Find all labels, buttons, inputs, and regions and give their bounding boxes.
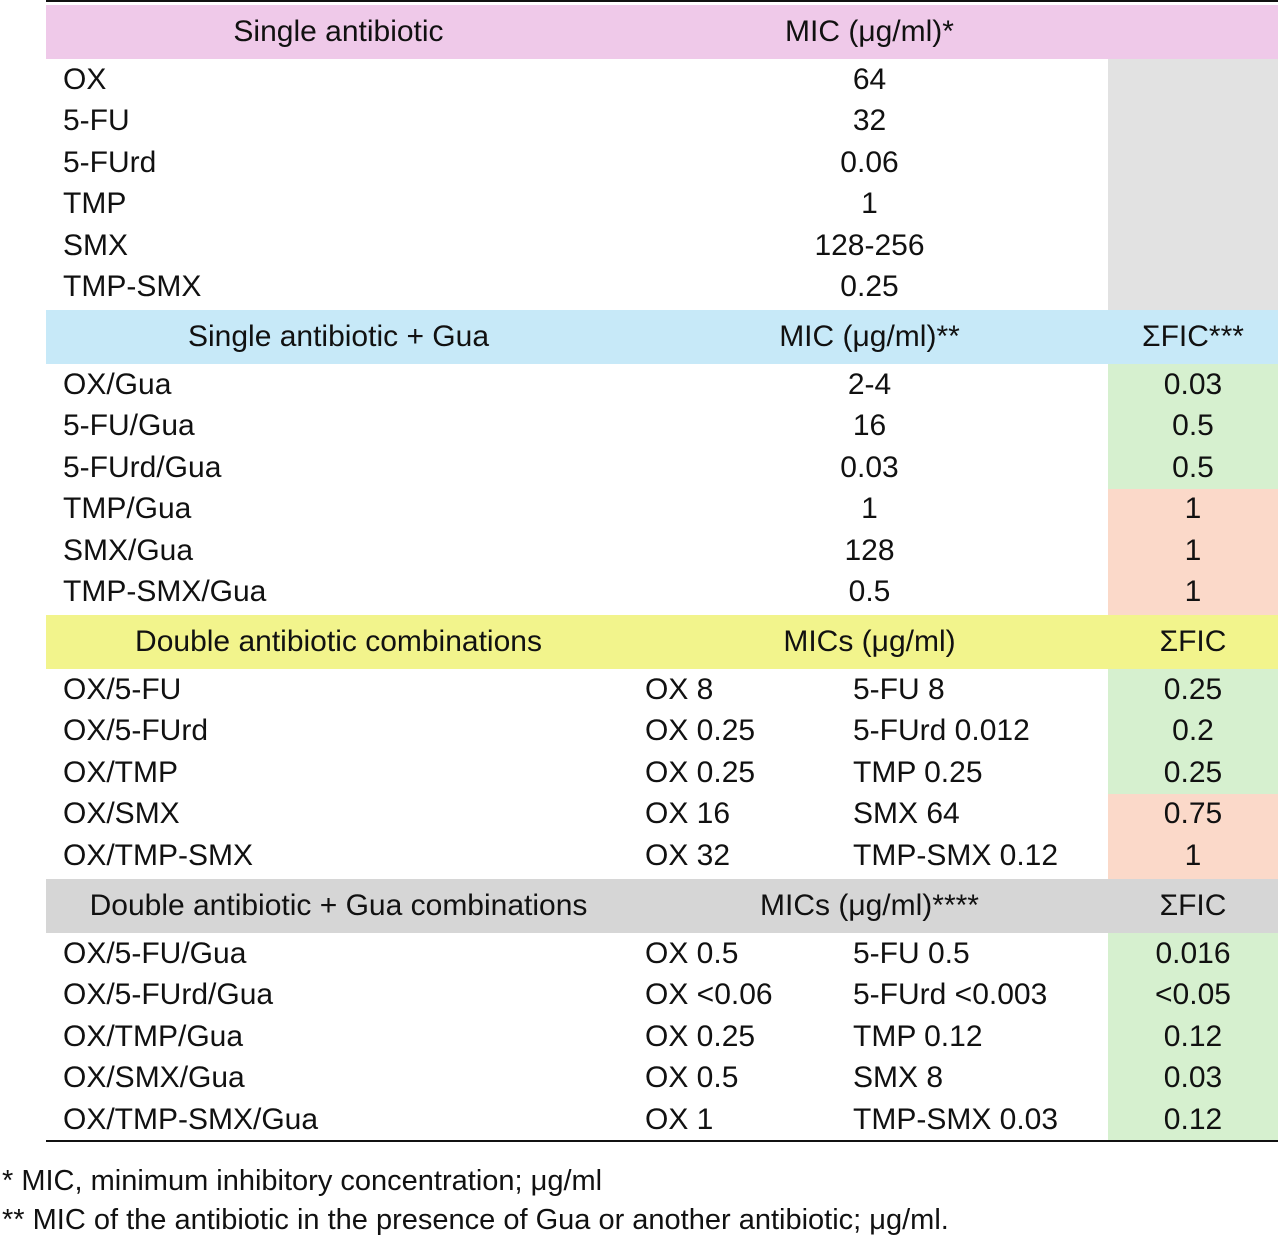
row-mic: 32 (852, 104, 887, 137)
row-mic: 0.06 (840, 146, 899, 179)
fic-shade-single (1108, 59, 1278, 310)
row-name: 5-FUrd/Gua (63, 451, 222, 484)
row-fic: 0.75 (1163, 797, 1223, 830)
row-mic-first: OX 0.5 (645, 937, 739, 970)
row-mic: 0.03 (840, 451, 899, 484)
row-fic: 0.25 (1163, 756, 1223, 789)
row-mic-first: OX 0.25 (645, 756, 756, 789)
section-header-fic: ΣFIC*** (1142, 320, 1244, 353)
row-name: TMP (63, 187, 127, 220)
row-mic-second: TMP 0.25 (853, 756, 983, 789)
section-header-name: Single antibiotic + Gua (187, 320, 490, 353)
row-name: OX/TMP/Gua (63, 1020, 244, 1053)
row-name: OX (63, 63, 107, 96)
fic-shade-double-green (1108, 669, 1278, 794)
row-mic-second: 5-FUrd <0.003 (853, 978, 1048, 1011)
row-fic: 0.03 (1163, 1061, 1223, 1094)
row-mic: 64 (852, 63, 887, 96)
section-header-mic: MIC (μg/ml)* (785, 15, 954, 48)
section-header-band-double-gua (46, 879, 1278, 933)
section-header-band-single (46, 5, 1278, 59)
row-name: SMX (63, 229, 129, 262)
row-mic-second: 5-FU 0.5 (853, 937, 970, 970)
table-bottom-rule (46, 1140, 1278, 1142)
row-mic-first: OX 32 (645, 839, 731, 872)
row-mic: 2-4 (847, 368, 892, 401)
row-name: OX/SMX (63, 797, 180, 830)
row-fic: 0.5 (1172, 409, 1214, 442)
section-header-band-double (46, 615, 1278, 669)
row-fic: 1 (1184, 575, 1202, 608)
row-fic: 0.25 (1163, 673, 1223, 706)
footnote: * MIC, minimum inhibitory concentration;… (2, 1165, 603, 1197)
row-mic: 128-256 (814, 229, 925, 262)
row-mic-first: OX 0.5 (645, 1061, 739, 1094)
row-name: OX/SMX/Gua (63, 1061, 245, 1094)
section-header-mic: MICs (μg/ml) (783, 625, 956, 658)
row-mic: 0.25 (840, 270, 899, 303)
row-fic: 1 (1184, 534, 1202, 567)
row-mic: 0.5 (848, 575, 891, 608)
row-name: OX/Gua (63, 368, 172, 401)
section-header-fic: ΣFIC (1159, 889, 1227, 922)
row-mic-first: OX 8 (645, 673, 714, 706)
section-header-name: Single antibiotic (233, 15, 444, 48)
row-fic: 0.12 (1163, 1020, 1223, 1053)
row-name: OX/5-FUrd (63, 714, 209, 747)
row-mic-first: OX 1 (645, 1103, 714, 1136)
row-mic-first: OX <0.06 (645, 978, 773, 1011)
row-name: TMP-SMX (63, 270, 202, 303)
row-name: TMP-SMX/Gua (63, 575, 267, 608)
row-fic: 0.5 (1172, 451, 1214, 484)
section-header-band-single-gua (46, 310, 1278, 364)
section-header-fic: ΣFIC (1159, 625, 1227, 658)
row-name: 5-FUrd (63, 146, 157, 179)
row-mic-second: 5-FUrd 0.012 (853, 714, 1030, 747)
row-mic-first: OX 0.25 (645, 1020, 756, 1053)
row-mic-second: TMP 0.12 (853, 1020, 983, 1053)
row-name: SMX/Gua (63, 534, 194, 567)
row-fic: 0.2 (1172, 714, 1214, 747)
row-mic-first: OX 16 (645, 797, 731, 830)
row-mic-second: TMP-SMX 0.03 (853, 1103, 1059, 1136)
row-mic-first: OX 0.25 (645, 714, 756, 747)
row-name: OX/TMP-SMX/Gua (63, 1103, 319, 1136)
row-mic-second: SMX 8 (853, 1061, 944, 1094)
row-name: OX/5-FUrd/Gua (63, 978, 274, 1011)
fic-shade-single-gua-salmon (1108, 489, 1278, 615)
footnote: ** MIC of the antibiotic in the presence… (2, 1204, 949, 1236)
row-name: 5-FU/Gua (63, 409, 195, 442)
row-mic: 128 (844, 534, 895, 567)
row-mic-second: SMX 64 (853, 797, 960, 830)
row-mic-second: 5-FU 8 (853, 673, 945, 706)
row-mic: 1 (861, 187, 878, 220)
section-header-name: Double antibiotic + Gua combinations (89, 889, 588, 922)
row-fic: 0.03 (1163, 368, 1223, 401)
row-name: TMP/Gua (63, 492, 192, 525)
row-name: OX/TMP (63, 756, 179, 789)
table-top-rule (46, 0, 1278, 2)
row-name: OX/5-FU/Gua (63, 937, 247, 970)
row-name: 5-FU (63, 104, 130, 137)
section-header-name: Double antibiotic combinations (135, 625, 542, 658)
fic-shade-double-gua-green (1108, 933, 1278, 1140)
row-name: OX/TMP-SMX (63, 839, 254, 872)
row-fic: 1 (1184, 839, 1202, 872)
row-mic: 16 (852, 409, 887, 442)
row-mic: 1 (861, 492, 878, 525)
section-header-mic: MICs (μg/ml)**** (760, 889, 979, 922)
section-header-mic: MIC (μg/ml)** (779, 320, 960, 353)
row-fic: 0.12 (1163, 1103, 1223, 1136)
fic-shade-single-gua-green (1108, 364, 1278, 489)
row-mic-second: TMP-SMX 0.12 (853, 839, 1059, 872)
row-name: OX/5-FU (63, 673, 182, 706)
row-fic: 0.016 (1155, 937, 1231, 970)
row-fic: 1 (1184, 492, 1202, 525)
fic-shade-double-salmon (1108, 794, 1278, 879)
row-fic: <0.05 (1155, 978, 1231, 1011)
